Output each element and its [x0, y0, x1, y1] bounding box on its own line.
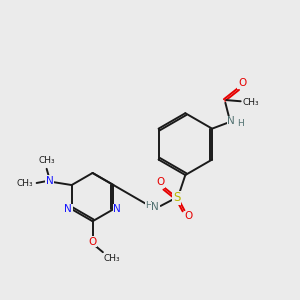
Text: O: O	[185, 211, 193, 221]
Text: CH₃: CH₃	[103, 254, 120, 262]
Text: CH₃: CH₃	[243, 98, 260, 107]
Text: S: S	[173, 191, 180, 205]
Text: O: O	[156, 177, 164, 187]
Text: N: N	[113, 204, 121, 214]
Text: O: O	[88, 237, 97, 247]
Text: CH₃: CH₃	[38, 156, 55, 165]
Text: N: N	[152, 202, 159, 212]
Text: H: H	[237, 119, 244, 128]
Text: N: N	[227, 116, 235, 126]
Text: H: H	[146, 201, 152, 210]
Text: O: O	[238, 78, 246, 88]
Text: CH₃: CH₃	[16, 179, 33, 188]
Text: N: N	[46, 176, 53, 186]
Text: N: N	[64, 204, 72, 214]
